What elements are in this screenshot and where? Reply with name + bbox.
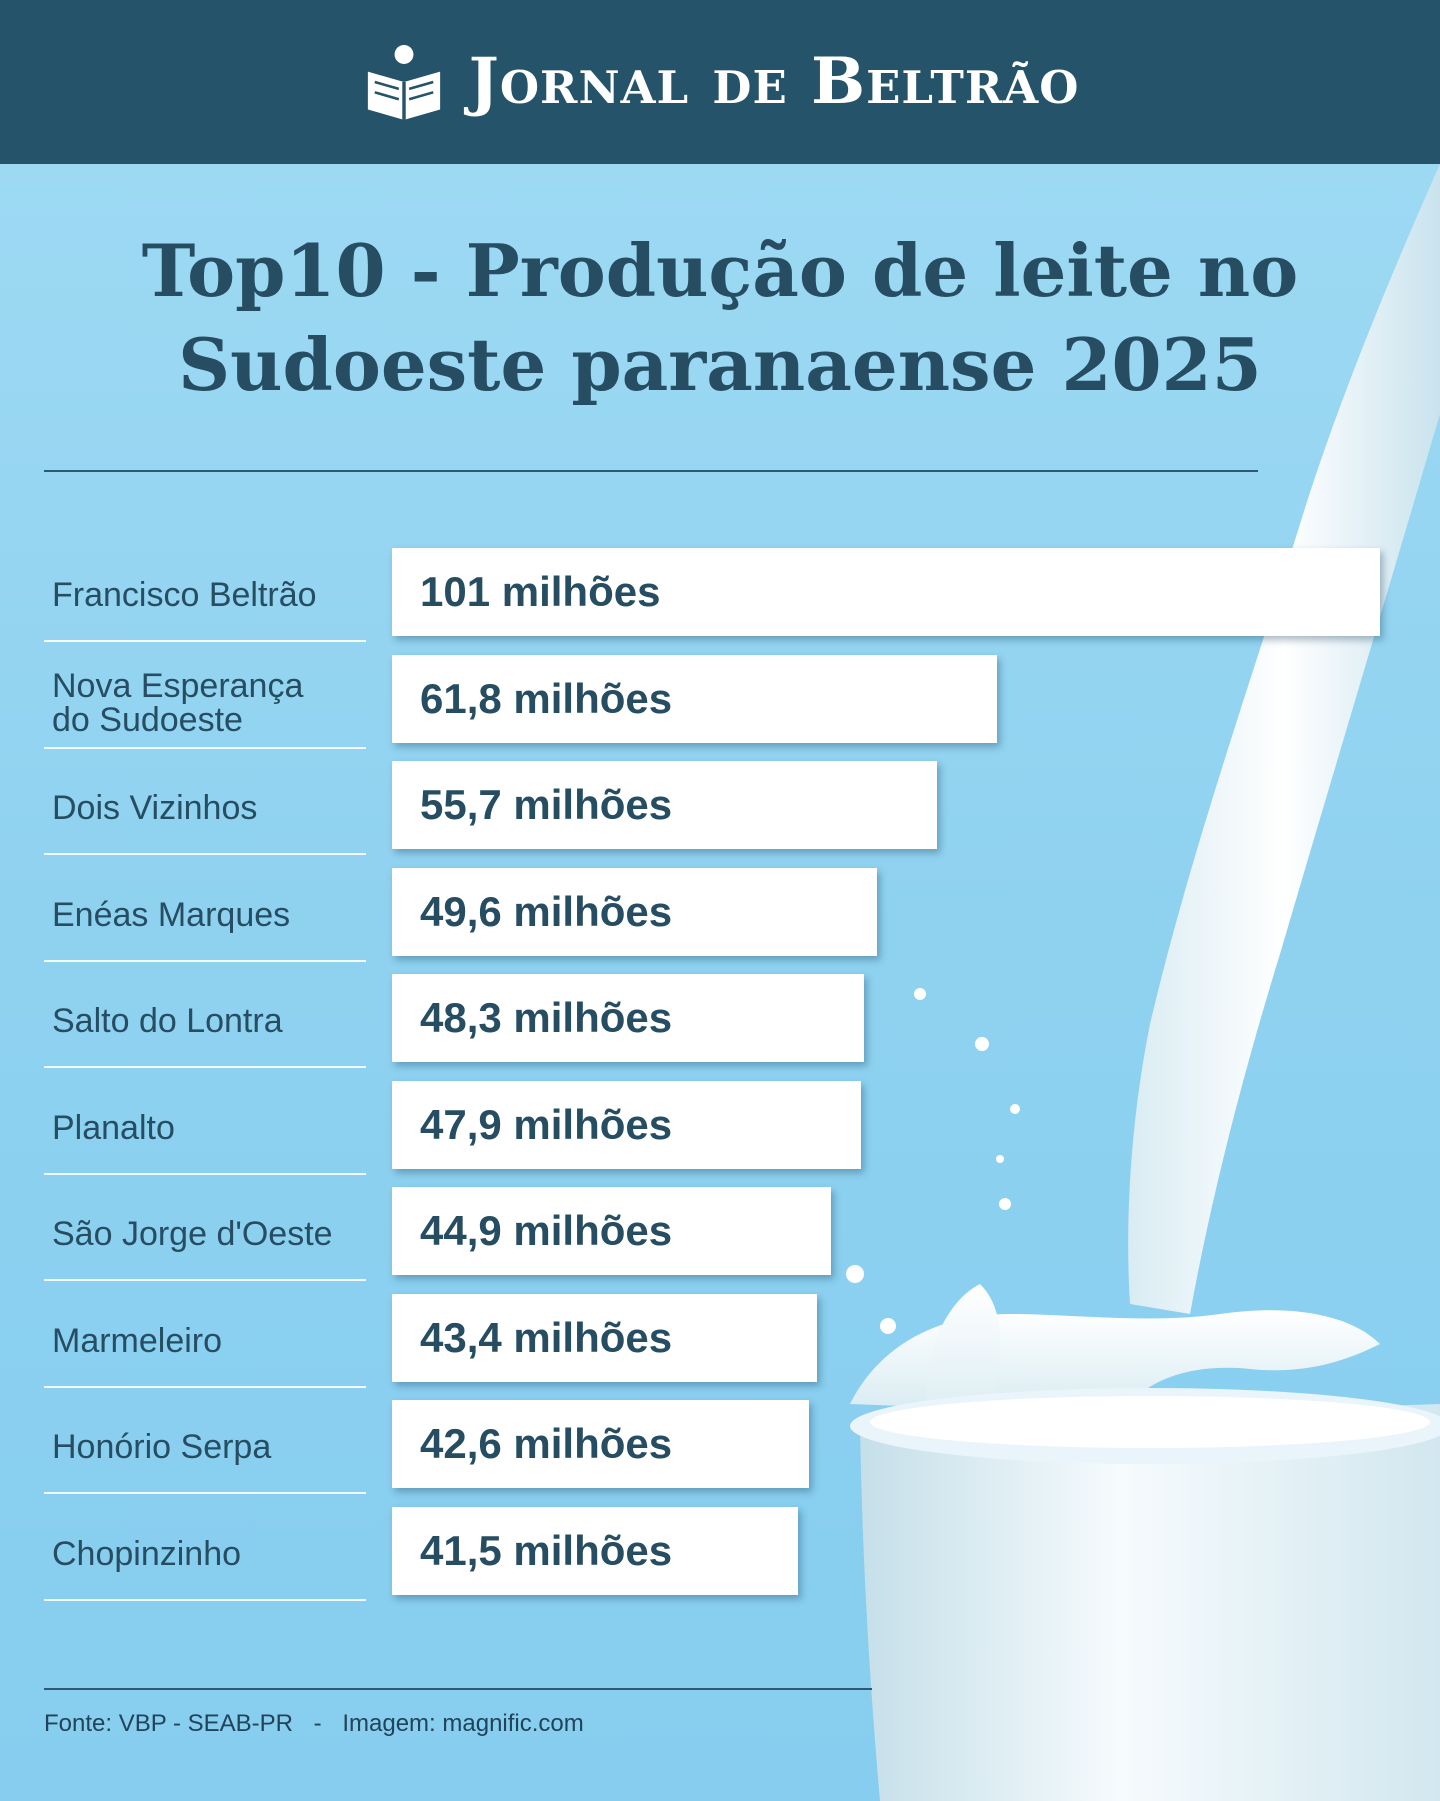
row-divider <box>44 853 366 855</box>
category-label: Nova Esperança do Sudoeste <box>52 669 372 737</box>
bar: 47,9 milhões <box>392 1080 861 1169</box>
credits-separator: - <box>313 1710 322 1737</box>
category-label-line: São Jorge d'Oeste <box>52 1215 333 1253</box>
bar-value-label: 101 milhões <box>420 568 661 615</box>
bar-value-label: 41,5 milhões <box>420 1526 673 1574</box>
category-label-line: Honório Serpa <box>52 1428 272 1466</box>
category-label: São Jorge d'Oeste <box>52 1217 372 1251</box>
row-divider <box>44 1279 366 1281</box>
category-label: Salto do Lontra <box>52 1004 372 1038</box>
category-label-line: Enéas Marques <box>52 895 291 934</box>
bar-value-label: 44,9 milhões <box>420 1207 673 1254</box>
category-label-line: Salto do Lontra <box>52 1002 283 1040</box>
row-divider <box>44 746 366 749</box>
bar-value-label: 43,4 milhões <box>420 1313 673 1361</box>
category-label: Francisco Beltrão <box>52 578 372 612</box>
source-text: Fonte: VBP - SEAB-PR <box>44 1710 293 1737</box>
masthead: Jornal de Beltrão <box>0 0 1440 164</box>
row-divider <box>44 1492 366 1494</box>
brand[interactable]: Jornal de Beltrão <box>361 39 1080 125</box>
bar-value-label: 55,7 milhões <box>420 781 673 828</box>
category-label: Chopinzinho <box>52 1537 372 1571</box>
infographic: Top10 - Produção de leite no Sudoeste pa… <box>0 164 1440 1801</box>
bar: 44,9 milhões <box>392 1187 831 1275</box>
bar-value-label: 49,6 milhões <box>420 887 673 935</box>
bar-value-label: 61,8 milhões <box>420 674 673 722</box>
title-line-2: Sudoeste paranaense 2025 <box>178 322 1262 407</box>
bar: 48,3 milhões <box>392 974 864 1062</box>
bar: 61,8 milhões <box>392 654 997 743</box>
category-label: Honório Serpa <box>52 1430 372 1464</box>
category-label: Planalto <box>52 1111 372 1145</box>
row-divider <box>44 640 366 642</box>
image-credit: Imagem: magnific.com <box>342 1710 584 1737</box>
brand-name: Jornal de Beltrão <box>468 44 1080 119</box>
milk-glass-illustration <box>846 164 1440 1801</box>
bar: 43,4 milhões <box>392 1293 817 1382</box>
page-title: Top10 - Produção de leite no Sudoeste pa… <box>40 224 1400 412</box>
category-label: Marmeleiro <box>52 1324 372 1358</box>
bar: 42,6 milhões <box>392 1400 809 1488</box>
category-label-line: do Sudoeste <box>52 700 243 739</box>
bar-chart: Francisco Beltrão 101 milhões Nova Esperan… <box>0 164 1440 1801</box>
title-divider <box>44 470 1258 472</box>
row-divider <box>44 959 366 962</box>
bar: 101 milhões <box>392 548 1380 636</box>
row-divider <box>44 1598 366 1601</box>
category-label-line: Francisco Beltrão <box>52 576 317 614</box>
source-credits: Fonte: VBP - SEAB-PR - Imagem: magnific.… <box>44 1710 584 1738</box>
category-label: Dois Vizinhos <box>52 791 372 825</box>
category-label-line: Marmeleiro <box>52 1321 223 1360</box>
bar-value-label: 48,3 milhões <box>420 994 673 1041</box>
open-book-icon <box>367 45 440 120</box>
category-label: Enéas Marques <box>52 898 372 932</box>
category-label-line: Planalto <box>52 1108 175 1147</box>
category-label-line: Nova Esperança <box>52 666 304 705</box>
bar: 49,6 milhões <box>392 867 877 956</box>
row-divider <box>44 1066 366 1068</box>
bar: 55,7 milhões <box>392 761 937 849</box>
row-divider <box>44 1172 366 1175</box>
category-label-line: Chopinzinho <box>52 1534 242 1573</box>
title-line-1: Top10 - Produção de leite no <box>141 228 1299 313</box>
bar-value-label: 47,9 milhões <box>420 1100 673 1148</box>
footer-divider <box>44 1688 872 1690</box>
row-divider <box>44 1385 366 1388</box>
bar-value-label: 42,6 milhões <box>420 1420 673 1467</box>
category-label-line: Dois Vizinhos <box>52 789 258 827</box>
bar: 41,5 milhões <box>392 1506 798 1595</box>
